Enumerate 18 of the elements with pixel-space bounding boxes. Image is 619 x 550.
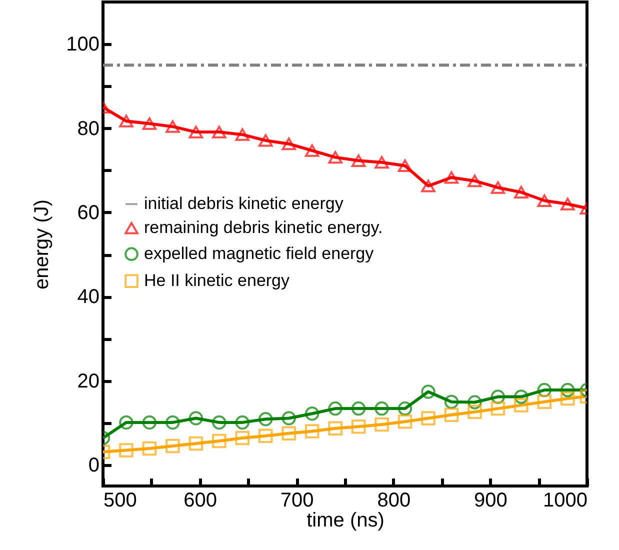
x-tick-label: 700 [280,490,314,512]
y-tick-label: 20 [77,370,100,392]
y-tick-label: 80 [77,118,100,140]
x-tick-label: 1000 [543,490,588,512]
x-tick-label: 600 [184,490,217,512]
x-tick-label: 900 [474,490,508,512]
legend-label: expelled magnetic field energy [144,244,374,264]
y-tick-label: 0 [88,454,100,476]
legend-label: remaining debris kinetic energy. [144,218,383,238]
x-tick-label: 800 [377,490,411,512]
y-tick-label: 40 [77,286,100,308]
legend-label: initial debris kinetic energy [144,194,344,214]
y-axis-title: energy (J) [31,199,54,290]
y-tick-label: 100 [66,34,100,56]
y-tick-label: 60 [77,202,100,224]
x-tick-label: 500 [104,490,137,512]
x-axis-title: time (ns) [306,510,384,532]
legend-label: He II kinetic energy [144,271,290,290]
